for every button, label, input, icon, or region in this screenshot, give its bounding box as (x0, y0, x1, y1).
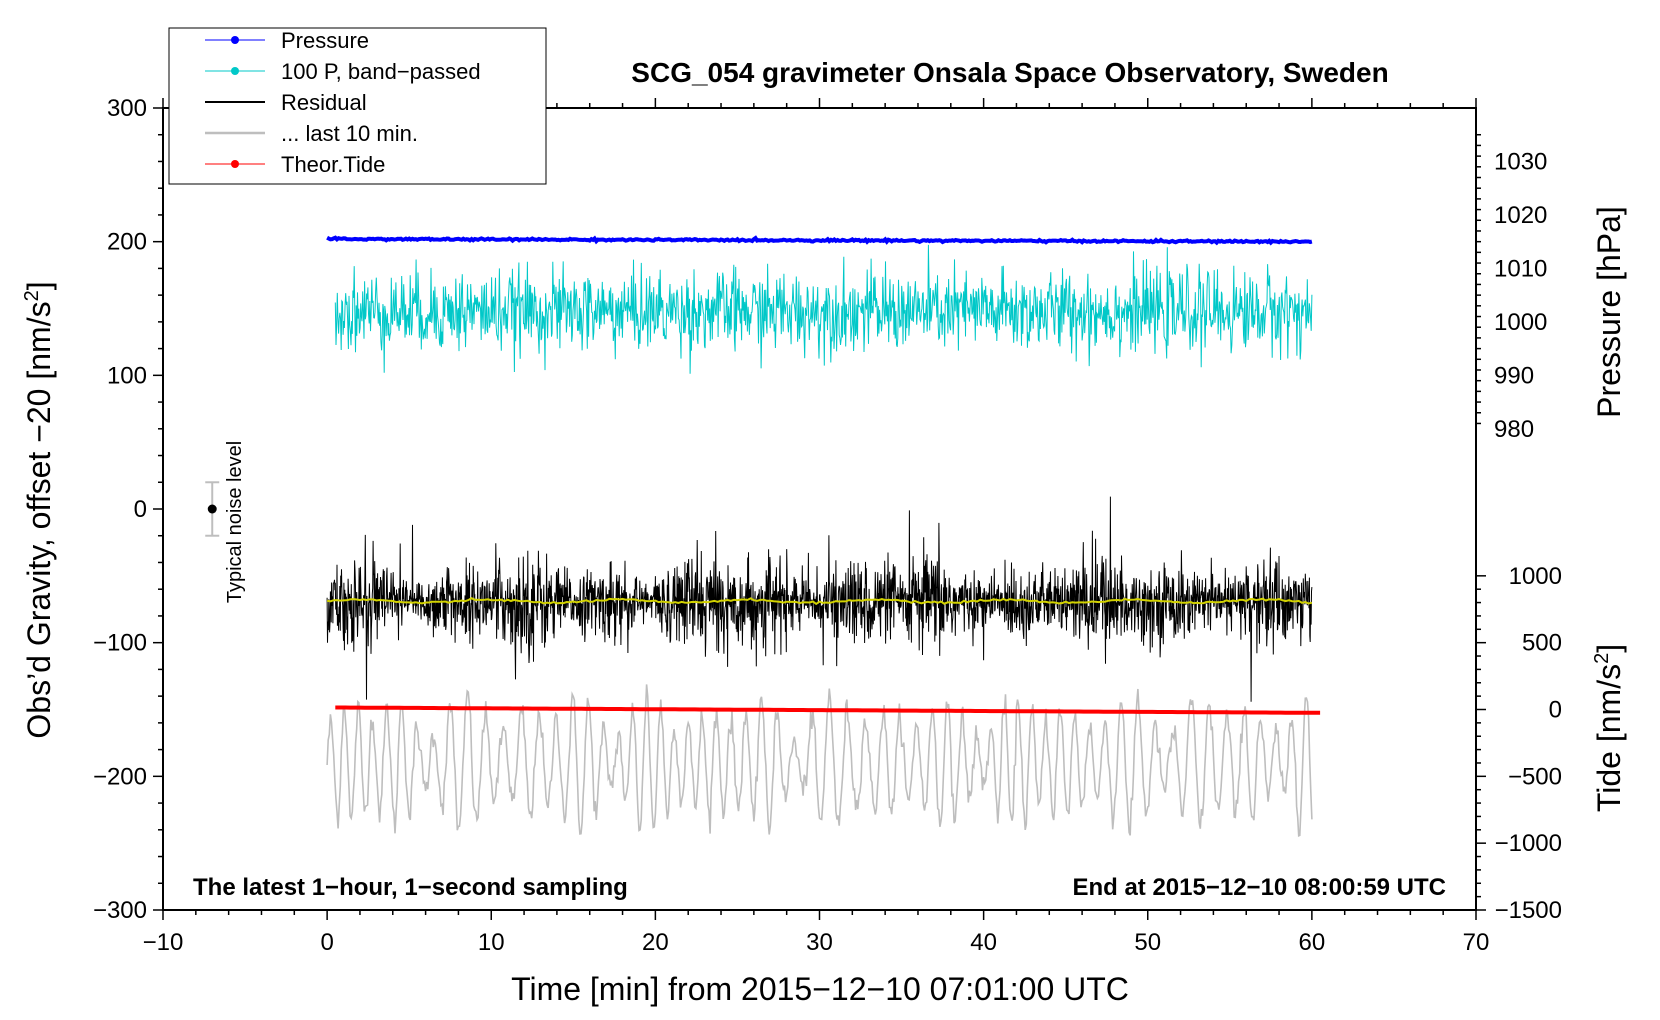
y-tick-label: −200 (93, 763, 147, 790)
pressure-tick-label: 990 (1494, 362, 1534, 389)
pressure-tick-label: 980 (1494, 416, 1534, 443)
series-layer (326, 235, 1321, 838)
annotation-end-time: End at 2015−12−10 08:00:59 UTC (1072, 874, 1446, 901)
y-tick-label: 0 (134, 496, 147, 523)
legend-marker (231, 67, 239, 75)
tide-tick-label: −1000 (1495, 830, 1562, 857)
plot-frame (162, 107, 1477, 911)
tide-tick-label: −1500 (1495, 897, 1562, 924)
tide-tick-label: 500 (1522, 630, 1562, 657)
x-tick-label: 40 (970, 929, 997, 956)
tide-tick-label: 0 (1549, 697, 1562, 724)
x-axis-title: Time [min] from 2015−12−10 07:01:00 UTC (511, 971, 1129, 1007)
series-last-10-min (326, 684, 1313, 838)
y-tick-label: 300 (107, 95, 147, 122)
x-tick-label: 70 (1463, 929, 1490, 956)
x-tick-label: 50 (1134, 929, 1161, 956)
y-axis-title-pressure: Pressure [hPa] (1591, 206, 1627, 418)
series-bandpassed-pressure (334, 244, 1313, 374)
tick-layer: −10 0 10 20 30 40 50 60 703002001000−100−200−300… (93, 95, 1562, 956)
noise-level-label: Typical noise level (224, 441, 246, 603)
legend-label: 100 P, band−passed (281, 59, 481, 84)
y-axis-title-gravity-sup: 2 (21, 290, 43, 301)
series-pressure (326, 235, 1313, 246)
legend-marker (231, 36, 239, 44)
y-axis-title-tide-main: Tide [nm/s (1591, 664, 1627, 812)
y-tick-label: −100 (93, 630, 147, 657)
y-axis-title-gravity-close: ] (21, 281, 57, 290)
annotation-latest-hour: The latest 1−hour, 1−second sampling (193, 874, 628, 901)
noise-level-indicator: Typical noise level (205, 441, 246, 603)
pressure-tick-label: 1020 (1494, 202, 1547, 229)
y-tick-label: 200 (107, 229, 147, 256)
x-tick-label: −10 (143, 929, 184, 956)
legend-label: Pressure (281, 28, 369, 53)
series-residual (326, 496, 1313, 702)
y-tick-label: 100 (107, 362, 147, 389)
pressure-tick-label: 1030 (1494, 148, 1547, 175)
tide-tick-label: 1000 (1509, 563, 1562, 590)
y-axis-title-gravity-main: Obs’d Gravity, offset −20 [nm/s (21, 301, 57, 738)
x-tick-label: 60 (1299, 929, 1326, 956)
x-tick-label: 30 (806, 929, 833, 956)
x-tick-label: 20 (642, 929, 669, 956)
legend-box (168, 27, 547, 185)
y-axis-title-gravity: Obs’d Gravity, offset −20 [nm/s2] (21, 281, 57, 738)
y-axis-title-tide-close: ] (1591, 644, 1627, 653)
chart-title: SCG_054 gravimeter Onsala Space Observat… (631, 57, 1388, 88)
y-axis-title-tide: Tide [nm/s2] (1591, 644, 1627, 812)
noise-level-point (207, 504, 217, 514)
x-tick-label: 10 (478, 929, 505, 956)
y-tick-label: −300 (93, 897, 147, 924)
legend: Pressure 100 P, band−passed Residual ... la… (168, 27, 547, 185)
pressure-tick-label: 1010 (1494, 255, 1547, 282)
legend-marker (231, 160, 239, 168)
pressure-tick-label: 1000 (1494, 309, 1547, 336)
legend-label: Residual (281, 90, 367, 115)
legend-label: Theor.Tide (281, 152, 385, 177)
series-residual-smoothed (326, 597, 1313, 606)
tide-tick-label: −500 (1508, 763, 1562, 790)
y-axis-title-tide-sup: 2 (1591, 653, 1613, 664)
x-tick-label: 0 (320, 929, 333, 956)
legend-label: ... last 10 min. (281, 121, 418, 146)
series-theor-tide (335, 705, 1321, 715)
